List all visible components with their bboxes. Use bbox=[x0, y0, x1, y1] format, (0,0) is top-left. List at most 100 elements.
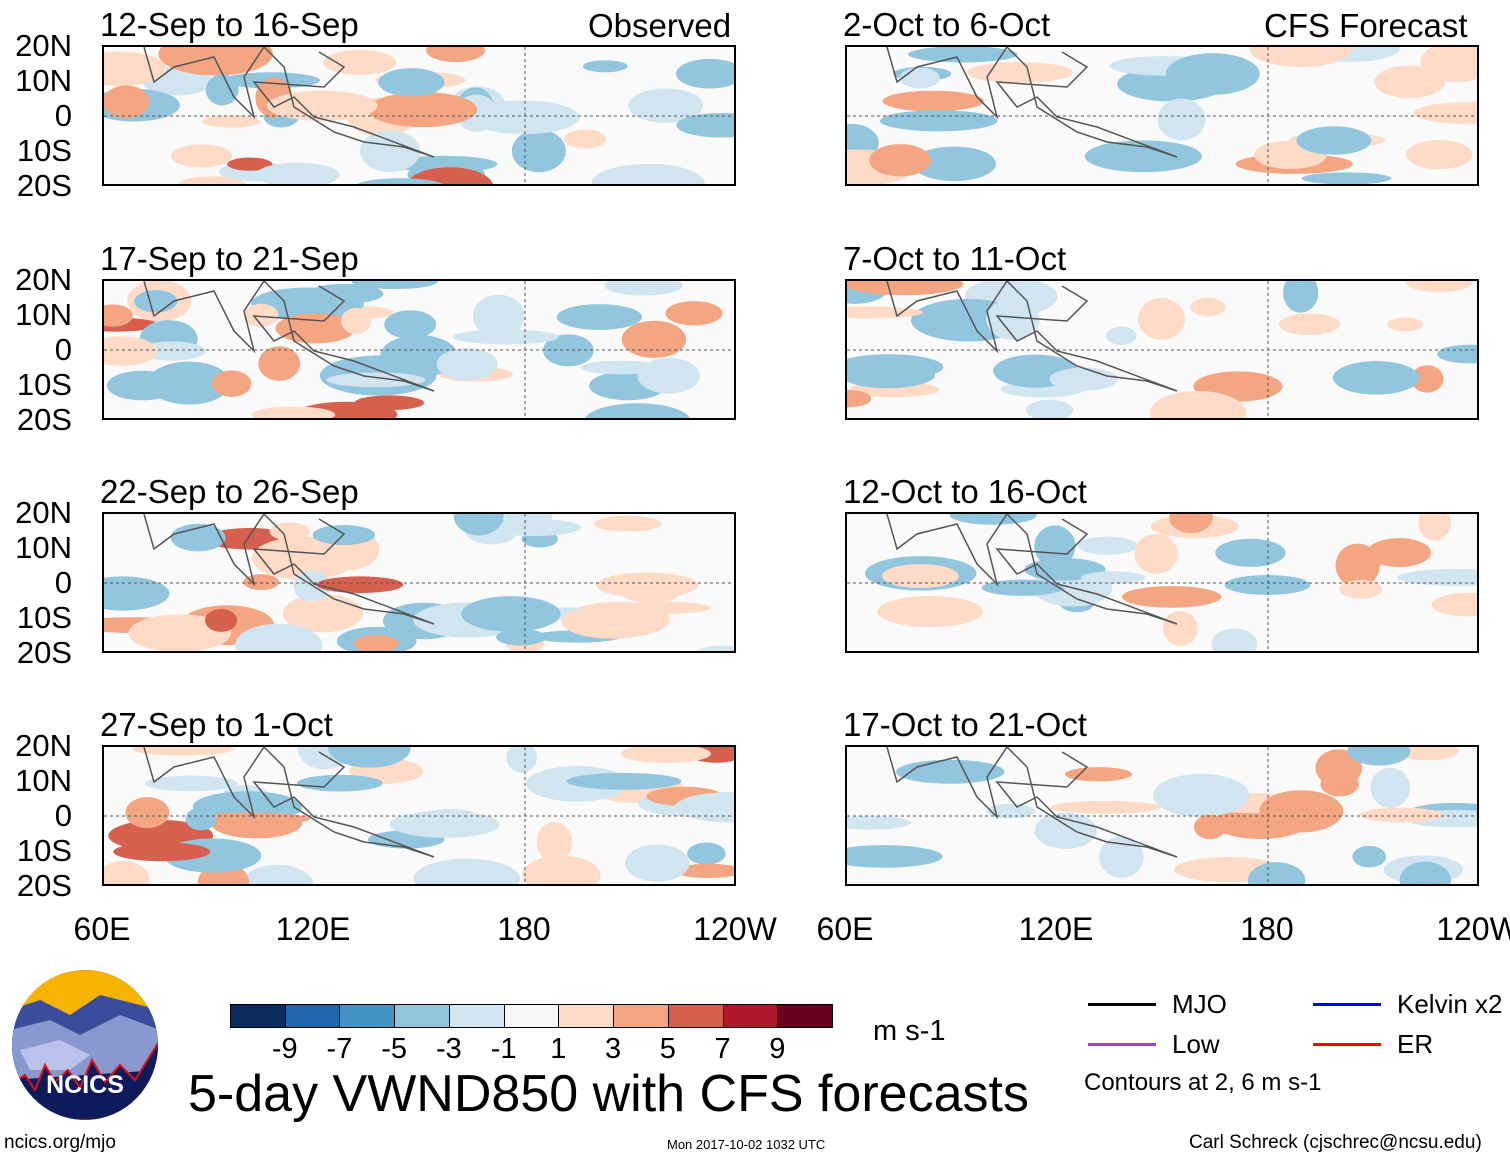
anomaly-region bbox=[1149, 391, 1247, 418]
y-tick-label: 10N bbox=[15, 530, 72, 565]
anomaly-region bbox=[1157, 98, 1206, 141]
anomaly-region bbox=[147, 361, 231, 405]
anomaly-region bbox=[1282, 281, 1319, 313]
anomaly-region bbox=[461, 596, 561, 632]
x-tick-label: 60E bbox=[816, 911, 874, 947]
anomaly-region bbox=[604, 281, 683, 296]
map-panel bbox=[845, 45, 1479, 186]
anomaly-region bbox=[1121, 586, 1222, 608]
anomaly-region bbox=[170, 144, 233, 168]
anomaly-region bbox=[676, 58, 734, 89]
anomaly-region bbox=[596, 572, 698, 598]
colorbar-label: -9 bbox=[271, 1033, 298, 1065]
anomaly-region bbox=[1211, 628, 1258, 651]
anomaly-region bbox=[1247, 862, 1306, 884]
colorbar-label: 9 bbox=[769, 1033, 786, 1065]
anomaly-region bbox=[1406, 139, 1473, 170]
colorbar-label: 7 bbox=[714, 1033, 731, 1065]
colorbar-label: -1 bbox=[490, 1033, 517, 1065]
anomaly-region bbox=[132, 747, 234, 756]
y-tick-label: 20S bbox=[16, 402, 72, 437]
anomaly-region bbox=[104, 860, 150, 884]
map-panel bbox=[845, 745, 1479, 886]
anomaly-region bbox=[1165, 53, 1260, 95]
anomaly-region bbox=[986, 803, 1035, 819]
anomaly-region bbox=[881, 564, 959, 589]
anomaly-region bbox=[125, 797, 170, 829]
colorbar-swatch bbox=[722, 1004, 779, 1028]
anomaly-region bbox=[1134, 533, 1178, 574]
anomaly-region bbox=[104, 85, 150, 119]
anomaly-region bbox=[676, 112, 734, 138]
legend-label: Kelvin x2 bbox=[1397, 989, 1503, 1019]
anomaly-region bbox=[1190, 297, 1226, 317]
y-tick-label: 10S bbox=[16, 833, 72, 868]
anomaly-region bbox=[351, 281, 438, 290]
y-tick-label: 10S bbox=[16, 367, 72, 402]
anomaly-region bbox=[504, 514, 553, 531]
anomaly-region bbox=[1064, 767, 1133, 782]
anomaly-region bbox=[1398, 747, 1459, 761]
anomaly-region bbox=[1034, 525, 1076, 567]
anomaly-region bbox=[1162, 610, 1198, 647]
panel-title: 7-Oct to 11-Oct bbox=[843, 240, 1067, 277]
anomaly-region bbox=[981, 579, 1064, 596]
x-tick-label: 120E bbox=[1018, 911, 1094, 947]
anomaly-region bbox=[847, 845, 943, 868]
figure-title: 5-day VWND850 with CFS forecasts bbox=[188, 1065, 1029, 1123]
anomaly-region bbox=[1259, 790, 1344, 833]
anomaly-region bbox=[966, 61, 1073, 83]
anomaly-region bbox=[104, 51, 167, 86]
anomaly-region bbox=[359, 130, 421, 173]
anomaly-region bbox=[674, 791, 734, 823]
anomaly-region bbox=[912, 146, 996, 182]
map-panel bbox=[102, 745, 736, 886]
anomaly-region bbox=[879, 110, 998, 132]
map-panel bbox=[102, 45, 736, 186]
anomaly-region bbox=[1347, 747, 1411, 766]
forecast-header: CFS Forecast bbox=[1264, 7, 1468, 44]
colorbar-label: 5 bbox=[659, 1033, 676, 1065]
footer-url[interactable]: ncics.org/mjo bbox=[4, 1132, 116, 1153]
anomaly-region bbox=[212, 370, 252, 397]
colorbar-units: m s-1 bbox=[873, 1015, 946, 1047]
anomaly-region bbox=[1431, 592, 1477, 617]
colorbar-swatch bbox=[284, 1004, 341, 1028]
y-tick-label: 10S bbox=[16, 133, 72, 168]
legend-line bbox=[1088, 1043, 1156, 1046]
anomaly-region bbox=[306, 283, 384, 304]
anomaly-region bbox=[104, 304, 134, 327]
anomaly-region bbox=[1339, 580, 1383, 599]
anomaly-region bbox=[522, 855, 601, 884]
y-tick-label: 20N bbox=[15, 28, 72, 63]
anomaly-region bbox=[877, 595, 983, 628]
anomaly-region bbox=[413, 858, 520, 884]
anomaly-region bbox=[1301, 172, 1392, 184]
anomaly-region bbox=[496, 628, 546, 646]
footer-timestamp: Mon 2017-10-02 1032 UTC bbox=[667, 1137, 826, 1152]
anomaly-region bbox=[1296, 126, 1372, 155]
anomaly-region bbox=[564, 129, 607, 149]
anomaly-region bbox=[128, 614, 232, 651]
contour-note: Contours at 2, 6 m s-1 bbox=[1084, 1069, 1322, 1096]
panel-title: 17-Sep to 21-Sep bbox=[100, 240, 359, 277]
anomaly-region bbox=[506, 747, 537, 773]
y-tick-label: 0 bbox=[54, 798, 72, 833]
anomaly-region bbox=[357, 178, 443, 184]
panel-title: 12-Sep to 16-Sep bbox=[100, 6, 359, 43]
x-tick-label: 120W bbox=[693, 911, 777, 947]
map-panel bbox=[102, 512, 736, 653]
x-tick-label: 180 bbox=[497, 911, 551, 947]
anomaly-region bbox=[1437, 344, 1477, 364]
colorbar-swatch bbox=[503, 1004, 560, 1028]
colorbar-swatch bbox=[667, 1004, 724, 1028]
map-panel bbox=[845, 279, 1479, 420]
anomaly-region bbox=[205, 74, 239, 106]
y-tick-label: 20N bbox=[15, 728, 72, 763]
anomaly-region bbox=[104, 336, 158, 366]
anomaly-region bbox=[341, 307, 372, 335]
y-tick-label: 10N bbox=[15, 763, 72, 798]
colorbar-swatch bbox=[613, 1004, 669, 1028]
anomaly-region bbox=[556, 304, 643, 330]
